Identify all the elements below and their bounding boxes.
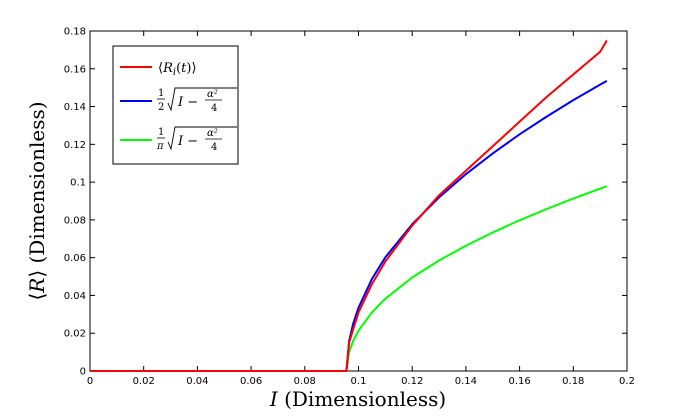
y-tick-label: 0.04: [64, 291, 86, 302]
legend-label-inv-pi-sqrt: 1 π I − α² 4: [156, 126, 237, 153]
y-tick-label: 0.18: [64, 27, 86, 38]
x-tick-label: 0.14: [455, 376, 477, 387]
y-axis-ticks: 0 0.02 0.04 0.06 0.08 0.1 0.12 0.14 0.16 0.18: [64, 27, 627, 378]
legend: ⟨Ri(t)⟩ 1 2 I − α² 4 1 π I − α² 4: [112, 45, 239, 165]
svg-text:2: 2: [158, 102, 164, 113]
svg-text:4: 4: [211, 103, 217, 114]
svg-text:α²: α²: [207, 128, 218, 139]
svg-text:1: 1: [158, 88, 164, 99]
x-tick-label: 0: [87, 376, 93, 387]
x-tick-label: 0.2: [619, 376, 635, 387]
x-tick-label: 0.06: [240, 376, 262, 387]
svg-text:α²: α²: [207, 89, 218, 100]
y-tick-label: 0.06: [64, 253, 86, 264]
svg-text:I −: I −: [177, 134, 198, 149]
x-tick-label: 0.18: [562, 376, 584, 387]
y-tick-label: 0.02: [64, 329, 86, 340]
x-tick-label: 0.08: [294, 376, 316, 387]
series-line-2: [90, 185, 608, 372]
y-tick-label: 0.12: [64, 140, 86, 151]
series-line-0: [90, 39, 608, 372]
y-tick-label: 0.14: [64, 102, 86, 113]
svg-text:π: π: [156, 141, 164, 152]
svg-text:1: 1: [158, 127, 164, 138]
legend-label-r-i-t: ⟨Ri(t)⟩: [158, 61, 197, 78]
legend-box: [112, 45, 239, 165]
y-tick-label: 0.08: [64, 215, 86, 226]
svg-text:I −: I −: [177, 95, 198, 110]
x-tick-label: 0.04: [186, 376, 208, 387]
x-tick-label: 0.1: [351, 376, 367, 387]
svg-text:4: 4: [211, 142, 217, 153]
x-axis-ticks: 0 0.02 0.04 0.06 0.08 0.1 0.12 0.14 0.16 0.18 0.2: [87, 31, 635, 387]
series-lines: [90, 39, 608, 372]
y-tick-label: 0.16: [64, 64, 86, 75]
x-tick-label: 0.16: [508, 376, 530, 387]
x-tick-label: 0.02: [133, 376, 155, 387]
y-tick-label: 0.1: [70, 178, 86, 189]
legend-label-half-sqrt: 1 2 I − α² 4: [157, 87, 237, 114]
y-tick-label: 0: [80, 367, 86, 378]
x-tick-label: 0.12: [401, 376, 423, 387]
x-axis-label: I (Dimensionless): [269, 387, 446, 411]
y-axis-label: ⟨R⟩ (Dimensionless): [25, 101, 49, 300]
